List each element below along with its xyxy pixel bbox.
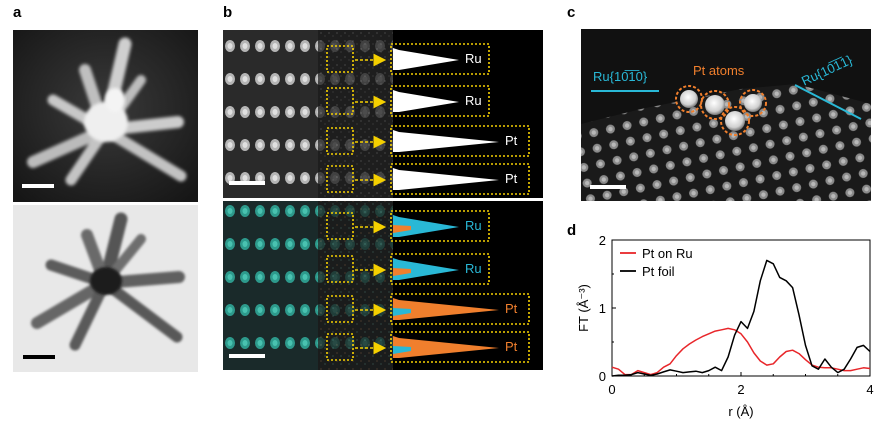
profile-box: [390, 43, 490, 75]
facet-label-left: Ru{10̅1̅0}: [593, 69, 648, 84]
panel-label-d: d: [567, 222, 577, 239]
ft-exafs-chart: 0 2 4 0 1 2 r (Å) FT (Å⁻³) Pt on Ru Pt foil: [576, 233, 874, 419]
y-tick-label: 0: [599, 369, 606, 384]
panel-label-c: c: [567, 4, 576, 21]
dark-field-particle-image: [13, 30, 198, 202]
pt-atoms-stem-image: [581, 29, 871, 201]
x-tick-label: 4: [866, 382, 873, 397]
panel-b-figure: Ru Ru Pt Pt Ru Ru Pt Pt: [223, 30, 543, 370]
scale-bar: [22, 184, 54, 188]
bright-field-particle-image: [13, 205, 198, 372]
x-tick-label: 0: [608, 382, 615, 397]
species-label-ru: Ru: [465, 261, 482, 276]
pt-atoms-label: Pt atoms: [693, 63, 745, 78]
legend-entry: Pt foil: [642, 264, 675, 279]
intensity-profile-ru: [393, 215, 459, 237]
minor-profile: [393, 268, 411, 276]
profile-box: [390, 125, 530, 157]
species-label-pt: Pt: [505, 171, 518, 186]
profile-box: [390, 293, 530, 325]
minor-profile: [393, 308, 411, 316]
y-axis-label: FT (Å⁻³): [576, 284, 591, 332]
series-line-1: [611, 259, 871, 377]
x-axis-label: r (Å): [728, 404, 753, 419]
atom-column-box: [326, 295, 354, 323]
species-label-ru: Ru: [465, 51, 482, 66]
atom-column-box: [326, 255, 354, 283]
intensity-profile-ru: [393, 48, 459, 70]
atom-column-box: [326, 87, 354, 115]
haadf-line-profile-figure: [223, 30, 543, 370]
atom-column-box: [326, 165, 354, 193]
scale-bar: [590, 185, 626, 189]
scale-bar: [229, 181, 265, 185]
profile-box: [390, 253, 490, 285]
panel-c-image: Ru{10̅1̅0} Pt atoms Ru{10̅1̅1}: [581, 29, 871, 201]
species-label-pt: Pt: [505, 339, 518, 354]
y-tick-label: 1: [599, 301, 606, 316]
species-label-pt: Pt: [505, 133, 518, 148]
y-tick-label: 2: [599, 233, 606, 248]
x-tick-label: 2: [737, 382, 744, 397]
atom-column-box: [326, 127, 354, 155]
intensity-profile-pt: [393, 168, 499, 190]
intensity-profile-ru: [393, 258, 459, 280]
intensity-profile-pt: [393, 336, 499, 358]
panel-label-b: b: [223, 4, 233, 21]
species-label-ru: Ru: [465, 93, 482, 108]
profile-box: [390, 163, 530, 195]
intensity-profile-pt: [393, 298, 499, 320]
minor-profile: [393, 346, 411, 354]
atom-column-box: [326, 333, 354, 361]
intensity-profile-pt: [393, 130, 499, 152]
legend-entry: Pt on Ru: [642, 246, 693, 261]
atom-column-box: [326, 212, 354, 240]
panel-label-a: a: [13, 4, 22, 21]
minor-profile: [393, 225, 411, 233]
scale-bar: [23, 355, 55, 359]
panel-a-top-image: [13, 30, 198, 202]
series-line-0: [611, 327, 871, 376]
profile-box: [390, 210, 490, 242]
species-label-pt: Pt: [505, 301, 518, 316]
profile-box: [390, 331, 530, 363]
intensity-profile-ru: [393, 90, 459, 112]
scale-bar: [229, 354, 265, 358]
atom-column-box: [326, 45, 354, 73]
profile-box: [390, 85, 490, 117]
panel-a-bottom-image: [13, 205, 198, 372]
species-label-ru: Ru: [465, 218, 482, 233]
